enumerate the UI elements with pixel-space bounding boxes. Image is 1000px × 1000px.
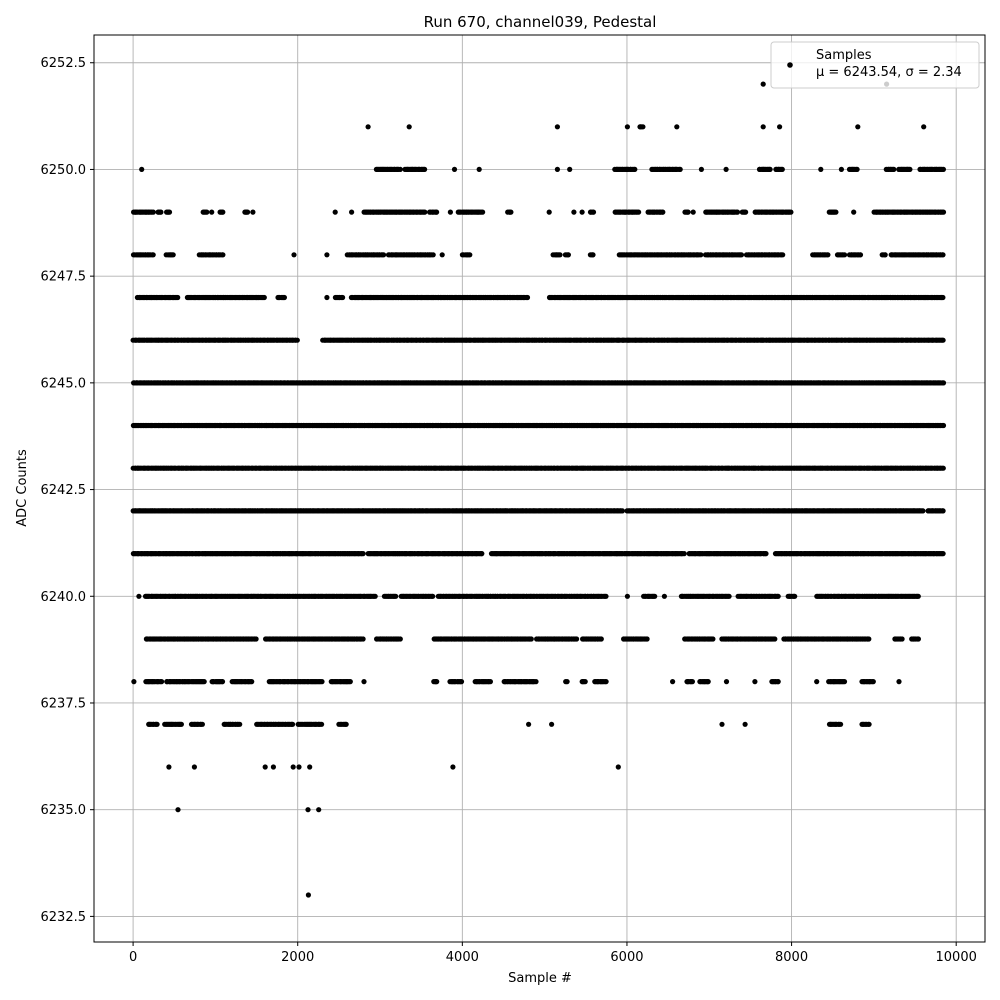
- data-point: [661, 593, 668, 599]
- data-point: [159, 679, 165, 685]
- data-point: [915, 636, 922, 642]
- data-point: [430, 593, 436, 599]
- data-point: [920, 508, 926, 514]
- data-point: [870, 679, 876, 685]
- data-point: [487, 679, 493, 685]
- data-point: [896, 679, 902, 685]
- data-point: [772, 636, 778, 642]
- data-point: [670, 679, 676, 685]
- data-point: [838, 721, 844, 727]
- data-point: [598, 636, 604, 642]
- data-point: [866, 721, 872, 727]
- data-point: [866, 636, 872, 642]
- data-point: [253, 636, 259, 642]
- data-point: [681, 551, 687, 557]
- data-point: [528, 636, 534, 642]
- data-point: [319, 721, 325, 727]
- data-point: [450, 764, 456, 770]
- data-point: [458, 679, 465, 685]
- data-point: [479, 551, 485, 557]
- data-point: [792, 593, 798, 599]
- data-point: [940, 422, 947, 429]
- data-point: [393, 593, 399, 599]
- data-point: [814, 679, 820, 685]
- data-point: [219, 679, 226, 685]
- data-point: [178, 721, 184, 727]
- data-point: [191, 764, 197, 770]
- data-point: [915, 593, 921, 599]
- data-point: [360, 551, 366, 557]
- data-point: [360, 636, 366, 642]
- data-point: [603, 679, 609, 685]
- data-point: [564, 679, 570, 685]
- data-point: [305, 807, 311, 813]
- data-point: [899, 636, 905, 642]
- data-point: [154, 721, 160, 727]
- data-point: [775, 679, 781, 685]
- data-point: [752, 679, 758, 685]
- data-point: [526, 721, 532, 727]
- x-gridlines: [132, 35, 957, 942]
- data-point: [136, 593, 142, 599]
- data-point: [615, 764, 621, 770]
- data-point: [624, 593, 631, 599]
- chart-title: Run 670, channel039, Pedestal: [424, 13, 657, 31]
- data-point: [726, 593, 732, 599]
- data-point: [742, 721, 748, 727]
- data-point: [705, 679, 711, 685]
- data-point: [316, 807, 322, 813]
- data-point: [201, 679, 207, 685]
- data-point: [619, 508, 626, 514]
- data-point: [841, 679, 848, 685]
- data-point: [775, 593, 781, 599]
- data-point: [296, 764, 302, 770]
- data-points: [130, 81, 947, 898]
- data-point: [940, 465, 946, 471]
- data-point: [434, 679, 440, 685]
- data-point: [166, 764, 172, 770]
- data-point: [347, 679, 353, 685]
- data-point: [199, 721, 205, 727]
- data-point: [940, 551, 946, 557]
- data-point: [719, 721, 725, 727]
- data-point: [290, 721, 296, 727]
- data-point: [270, 764, 276, 770]
- data-point: [549, 721, 555, 727]
- data-point: [262, 764, 268, 770]
- data-point: [652, 593, 658, 599]
- data-point: [307, 764, 313, 770]
- data-point: [533, 679, 539, 685]
- data-point: [763, 551, 769, 557]
- data-point: [644, 636, 650, 642]
- data-point: [574, 636, 580, 642]
- data-point: [237, 721, 243, 727]
- data-point: [372, 593, 378, 599]
- data-point: [361, 679, 367, 685]
- data-point: [343, 721, 349, 727]
- data-point: [131, 679, 137, 685]
- data-point: [305, 892, 311, 898]
- data-point: [940, 508, 946, 514]
- data-point: [319, 679, 325, 685]
- data-point: [582, 679, 588, 685]
- data-point: [175, 807, 181, 813]
- data-point: [249, 679, 255, 685]
- data-point: [723, 679, 730, 685]
- data-point: [710, 636, 716, 642]
- data-point: [689, 679, 696, 685]
- data-point: [290, 764, 296, 770]
- data-point: [397, 636, 403, 642]
- data-point: [603, 593, 609, 599]
